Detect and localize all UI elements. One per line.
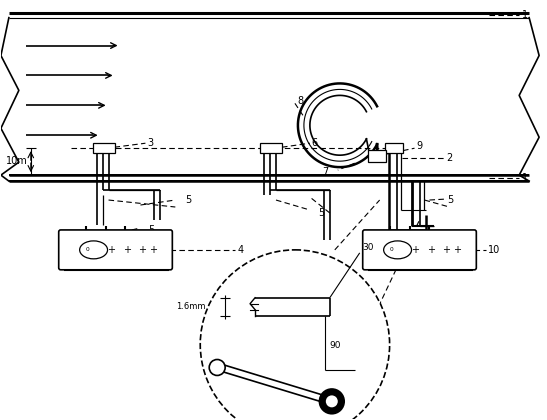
Text: $_0$: $_0$ (85, 245, 90, 255)
Circle shape (326, 395, 338, 407)
Text: 30: 30 (363, 243, 374, 252)
Text: +: + (411, 245, 418, 255)
Text: 1: 1 (522, 173, 528, 183)
Bar (92, 143, 114, 153)
Circle shape (209, 360, 225, 375)
Text: 10: 10 (488, 245, 501, 255)
Text: +: + (149, 245, 158, 255)
Text: 4: 4 (237, 245, 243, 255)
Circle shape (320, 389, 344, 413)
Ellipse shape (80, 241, 108, 259)
Text: 7: 7 (322, 167, 328, 177)
Text: 8: 8 (297, 96, 303, 106)
Text: 10m: 10m (6, 156, 28, 166)
FancyBboxPatch shape (59, 230, 172, 270)
Text: 5: 5 (318, 208, 324, 218)
Text: +: + (453, 245, 461, 255)
Text: 5: 5 (447, 195, 453, 205)
Text: 1: 1 (522, 10, 528, 20)
FancyBboxPatch shape (363, 230, 476, 270)
Circle shape (200, 250, 389, 420)
Text: +: + (107, 245, 114, 255)
Text: +: + (138, 245, 147, 255)
Bar (260, 143, 282, 153)
Text: 9: 9 (416, 141, 423, 151)
Text: 3: 3 (148, 138, 154, 148)
Ellipse shape (383, 241, 411, 259)
Text: 90: 90 (330, 341, 341, 350)
Text: 1.6mm: 1.6mm (176, 302, 205, 311)
Text: 6: 6 (312, 138, 318, 148)
Bar (385, 143, 403, 153)
Text: $_0$: $_0$ (389, 245, 394, 255)
Text: +: + (427, 245, 435, 255)
Text: 2: 2 (446, 153, 453, 163)
Text: 5: 5 (185, 195, 191, 205)
Text: +: + (443, 245, 450, 255)
Text: 5: 5 (148, 225, 155, 235)
Bar (368, 150, 386, 162)
Text: +: + (124, 245, 131, 255)
